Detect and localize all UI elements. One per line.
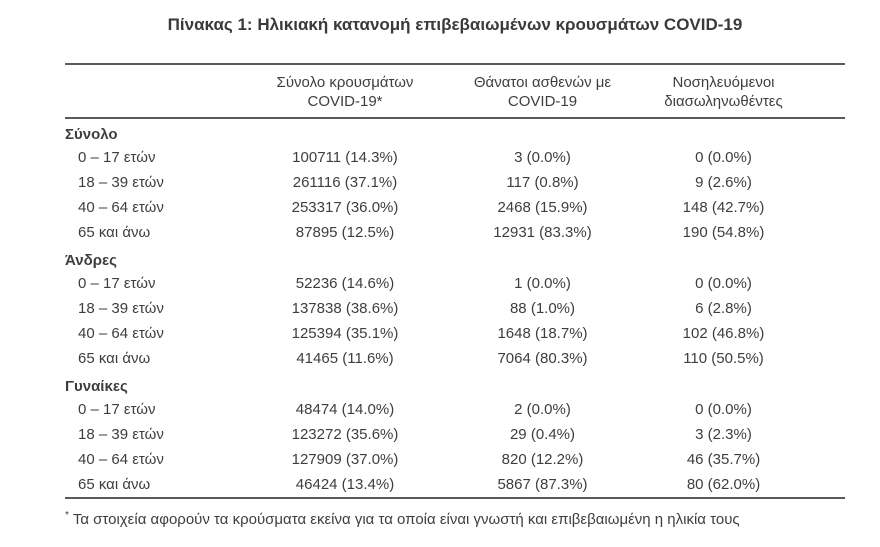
table-row: 65 και άνω 87895 (12.5%) 12931 (83.3%) 1… [65, 220, 845, 245]
header-intubated-line1: Νοσηλευόμενοι [672, 74, 775, 91]
deaths-value: 29 (0.4%) [509, 426, 576, 443]
deaths-value: 2 (0.0%) [514, 401, 571, 418]
intubated-value: 80 (62.0%) [686, 476, 761, 493]
age-label: 65 και άνω [78, 476, 151, 493]
intubated-value: 0 (0.0%) [695, 149, 752, 166]
cases-value: 46424 (13.4%) [295, 476, 395, 493]
cases-value: 253317 (36.0%) [291, 199, 399, 216]
deaths-value: 820 (12.2%) [501, 451, 584, 468]
cases-value: 127909 (37.0%) [291, 451, 399, 468]
deaths-value: 3 (0.0%) [514, 149, 571, 166]
intubated-value: 0 (0.0%) [695, 275, 752, 292]
deaths-value: 1648 (18.7%) [497, 325, 588, 342]
footnote: * Τα στοιχεία αφορούν τα κρούσματα εκείν… [65, 499, 845, 529]
age-label: 18 – 39 ετών [78, 174, 164, 191]
table-row: 40 – 64 ετών 125394 (35.1%) 1648 (18.7%)… [65, 321, 845, 346]
cases-value: 100711 (14.3%) [292, 149, 398, 166]
age-label: 0 – 17 ετών [78, 149, 156, 166]
table-row: 40 – 64 ετών 127909 (37.0%) 820 (12.2%) … [65, 447, 845, 472]
header-deaths: Θάνατοι ασθενών με COVID-19 [465, 73, 620, 111]
header-intubated: Νοσηλευόμενοι διασωληνωθέντες [620, 73, 845, 111]
age-label: 18 – 39 ετών [78, 300, 164, 317]
age-label: 0 – 17 ετών [78, 275, 156, 292]
age-label: 65 και άνω [78, 350, 151, 367]
cases-value: 125394 (35.1%) [291, 325, 399, 342]
covid-age-table: Σύνολο κρουσμάτων COVID-19* Θάνατοι ασθε… [65, 63, 845, 499]
header-total-cases-line2: COVID-19* [307, 93, 383, 110]
intubated-value: 102 (46.8%) [682, 325, 765, 342]
header-total-cases-line1: Σύνολο κρουσμάτων [276, 74, 414, 91]
intubated-value: 148 (42.7%) [682, 199, 765, 216]
table-row: 0 – 17 ετών 100711 (14.3%) 3 (0.0%) 0 (0… [65, 145, 845, 170]
table-row: 18 – 39 ετών 123272 (35.6%) 29 (0.4%) 3 … [65, 422, 845, 447]
intubated-value: 6 (2.8%) [695, 300, 752, 317]
intubated-value: 110 (50.5%) [683, 350, 764, 367]
intubated-value: 9 (2.6%) [695, 174, 752, 191]
age-label: 40 – 64 ετών [78, 451, 164, 468]
table-row: 40 – 64 ετών 253317 (36.0%) 2468 (15.9%)… [65, 195, 845, 220]
header-total-cases: Σύνολο κρουσμάτων COVID-19* [225, 73, 465, 111]
table-row: 18 – 39 ετών 137838 (38.6%) 88 (1.0%) 6 … [65, 296, 845, 321]
header-deaths-line1: Θάνατοι ασθενών με [473, 74, 612, 91]
section-label-men: Άνδρες [65, 252, 117, 269]
table-row: 0 – 17 ετών 52236 (14.6%) 1 (0.0%) 0 (0.… [65, 271, 845, 296]
age-label: 40 – 64 ετών [78, 199, 164, 216]
table-row: 65 και άνω 46424 (13.4%) 5867 (87.3%) 80… [65, 472, 845, 497]
deaths-value: 1 (0.0%) [514, 275, 571, 292]
age-label: 18 – 39 ετών [78, 426, 164, 443]
intubated-value: 3 (2.3%) [695, 426, 752, 443]
cases-value: 87895 (12.5%) [295, 224, 395, 241]
section-label-women: Γυναίκες [65, 378, 128, 395]
cases-value: 41465 (11.6%) [296, 350, 394, 367]
age-label: 65 και άνω [78, 224, 151, 241]
age-label: 0 – 17 ετών [78, 401, 156, 418]
intubated-value: 0 (0.0%) [695, 401, 752, 418]
header-intubated-line2: διασωληνωθέντες [664, 93, 783, 110]
cases-value: 52236 (14.6%) [295, 275, 395, 292]
table-row: 18 – 39 ετών 261116 (37.1%) 117 (0.8%) 9… [65, 170, 845, 195]
footnote-text: Τα στοιχεία αφορούν τα κρούσματα εκείνα … [72, 511, 740, 528]
footnote-asterisk: * [65, 510, 69, 521]
table-title: Πίνακας 1: Ηλικιακή κατανομή επιβεβαιωμέ… [167, 15, 743, 34]
table-row: 0 – 17 ετών 48474 (14.0%) 2 (0.0%) 0 (0.… [65, 397, 845, 422]
deaths-value: 2468 (15.9%) [497, 199, 588, 216]
age-label: 40 – 64 ετών [78, 325, 164, 342]
table-container: Πίνακας 1: Ηλικιακή κατανομή επιβεβαιωμέ… [65, 0, 845, 529]
header-row: Σύνολο κρουσμάτων COVID-19* Θάνατοι ασθε… [65, 63, 845, 119]
deaths-value: 12931 (83.3%) [493, 224, 592, 241]
deaths-value: 88 (1.0%) [509, 300, 576, 317]
intubated-value: 190 (54.8%) [682, 224, 765, 241]
table-row: 65 και άνω 41465 (11.6%) 7064 (80.3%) 11… [65, 346, 845, 371]
deaths-value: 7064 (80.3%) [497, 350, 588, 367]
cases-value: 137838 (38.6%) [291, 300, 399, 317]
section-label-total: Σύνολο [65, 126, 118, 143]
cases-value: 48474 (14.0%) [295, 401, 395, 418]
deaths-value: 5867 (87.3%) [497, 476, 588, 493]
header-deaths-line2: COVID-19 [507, 93, 578, 110]
cases-value: 123272 (35.6%) [291, 426, 399, 443]
cases-value: 261116 (37.1%) [292, 174, 398, 191]
intubated-value: 46 (35.7%) [686, 451, 761, 468]
deaths-value: 117 (0.8%) [506, 174, 579, 191]
